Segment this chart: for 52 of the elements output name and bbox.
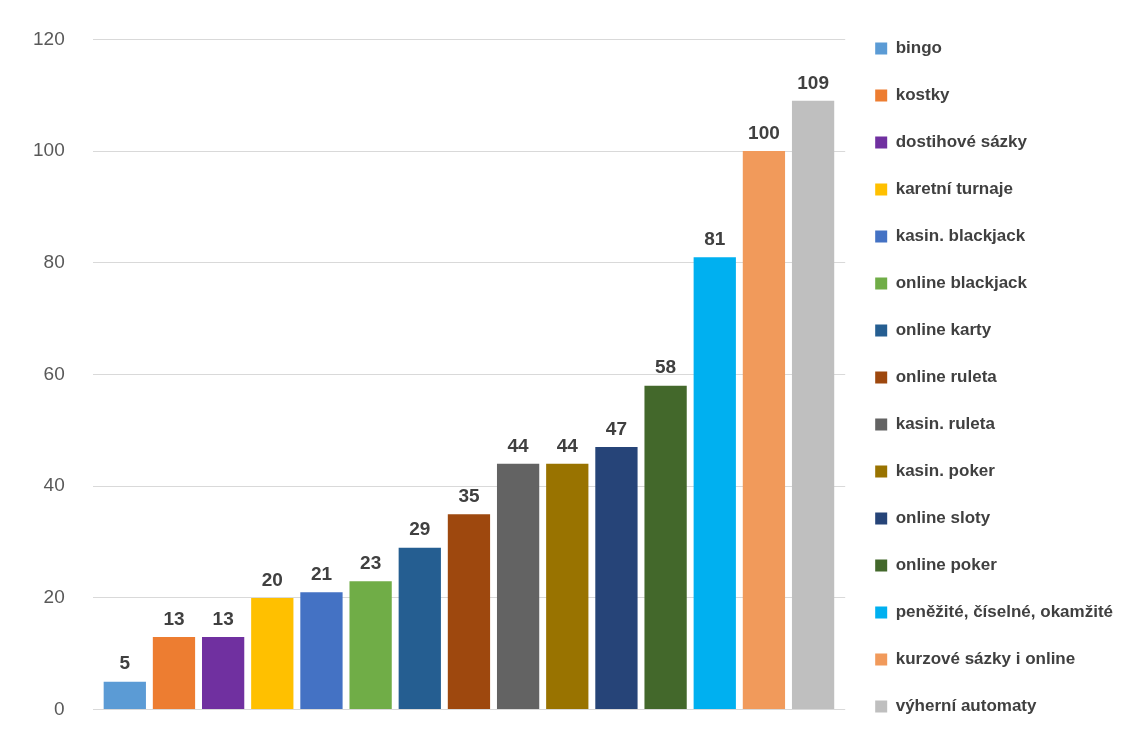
bar: [791, 100, 835, 710]
y-tick-label: 40: [43, 474, 65, 496]
legend-label: online sloty: [895, 508, 991, 528]
legend-label: peněžité, číselné, okamžité: [895, 602, 1114, 622]
data-label: 44: [507, 434, 530, 456]
legend-label: výherní automaty: [895, 696, 1037, 716]
legend-label: karetní turnaje: [895, 179, 1013, 199]
legend-label: online karty: [895, 320, 992, 340]
bar: [644, 385, 687, 710]
legend-label: kostky: [895, 85, 951, 105]
bar: [103, 681, 146, 710]
bar: [349, 581, 392, 710]
y-tick-label: 80: [43, 251, 65, 273]
legend-label: dostihové sázky: [895, 132, 1028, 152]
legend-label: kasin. blackjack: [895, 226, 1026, 246]
y-tick-label: 0: [54, 697, 65, 719]
data-label: 81: [704, 227, 726, 249]
data-label: 29: [409, 518, 431, 540]
data-label: 100: [748, 121, 780, 143]
data-label: 109: [797, 71, 829, 93]
data-label: 44: [556, 434, 579, 456]
bar: [693, 257, 736, 710]
bar: [595, 447, 638, 710]
bar: [201, 637, 245, 710]
legend-label: bingo: [895, 38, 942, 58]
legend-label: online poker: [895, 555, 998, 575]
y-tick-label: 100: [33, 139, 65, 161]
legend-label: kurzové sázky i online: [895, 649, 1076, 669]
bar: [300, 592, 343, 710]
data-label: 21: [310, 563, 333, 585]
legend-label: online ruleta: [895, 367, 998, 387]
data-label: 20: [261, 568, 283, 590]
data-label: 23: [360, 551, 382, 573]
data-label: 47: [605, 417, 628, 439]
bar: [251, 597, 294, 710]
bar: [447, 514, 491, 710]
bar: [398, 547, 441, 710]
y-tick-label: 20: [43, 586, 65, 608]
legend-label: online blackjack: [895, 273, 1028, 293]
data-label: 13: [212, 607, 234, 629]
legend-label: kasin. ruleta: [895, 414, 996, 434]
data-label: 13: [163, 607, 185, 629]
bar: [496, 463, 540, 710]
data-label: 35: [458, 484, 480, 506]
legend-label: kasin. poker: [895, 461, 996, 481]
y-tick-label: 120: [33, 27, 65, 49]
bar: [152, 637, 196, 710]
bar: [546, 463, 589, 710]
data-label: 58: [655, 356, 677, 378]
bar: [742, 151, 786, 710]
data-label: 5: [119, 652, 131, 674]
y-tick-label: 60: [43, 362, 65, 384]
